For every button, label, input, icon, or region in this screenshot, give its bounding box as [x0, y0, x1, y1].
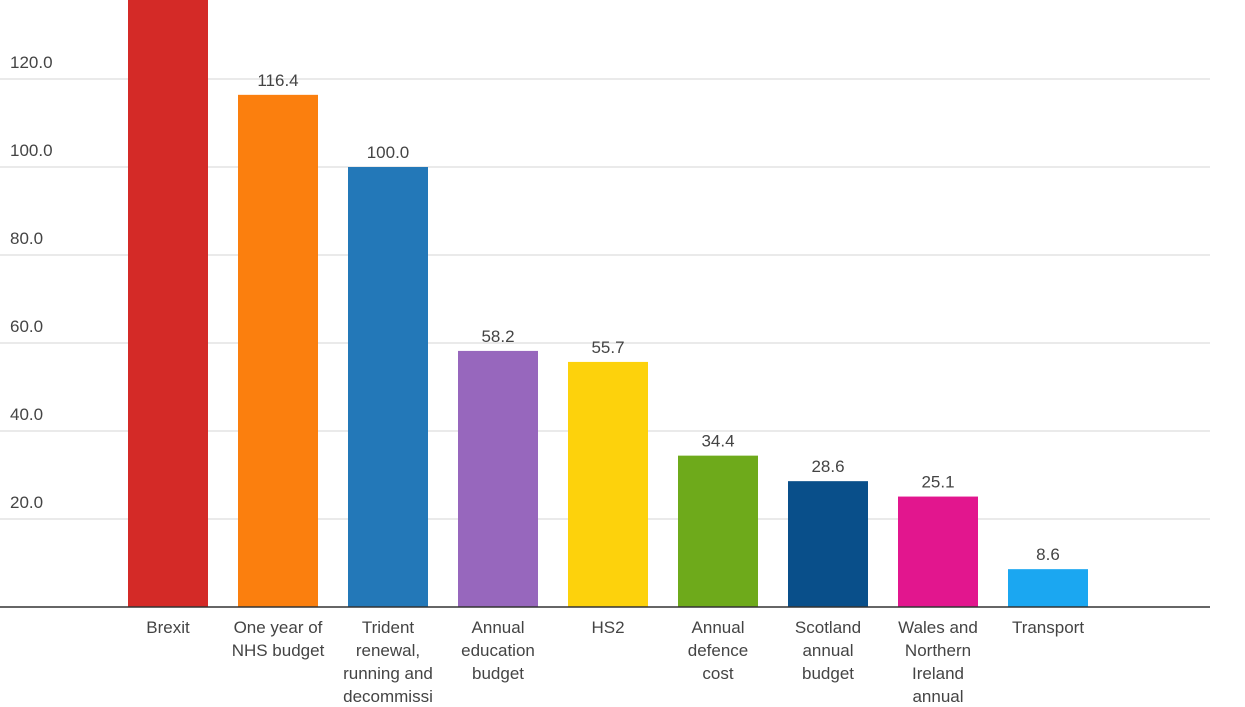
- x-tick-label: NHS budget: [232, 641, 325, 660]
- data-label: 8.6: [1036, 545, 1060, 564]
- x-tick-label: defence: [688, 641, 749, 660]
- y-tick-label: 20.0: [10, 493, 43, 512]
- data-label: 28.6: [811, 457, 844, 476]
- bar: [348, 167, 428, 607]
- x-tick-label: Northern: [905, 641, 971, 660]
- x-tick-label: Brexit: [146, 618, 190, 637]
- y-tick-label: 80.0: [10, 229, 43, 248]
- x-tick-label: Annual: [692, 618, 745, 637]
- data-label: 116.4: [257, 71, 298, 90]
- x-tick-label: Trident: [362, 618, 415, 637]
- bar: [678, 455, 758, 607]
- data-label: 58.2: [481, 327, 514, 346]
- bar: [898, 496, 978, 607]
- y-tick-label: 60.0: [10, 317, 43, 336]
- x-tick-label: Ireland: [912, 664, 964, 683]
- x-tick-label: running and: [343, 664, 433, 683]
- bar: [128, 0, 208, 607]
- y-tick-label: 40.0: [10, 405, 43, 424]
- x-tick-label: Annual: [472, 618, 525, 637]
- x-tick-label: budget: [802, 664, 854, 683]
- x-tick-label: renewal,: [356, 641, 420, 660]
- data-label: 100.0: [367, 143, 410, 162]
- bar: [568, 361, 648, 607]
- bar: [238, 94, 318, 608]
- x-tick-label: One year of: [234, 618, 323, 637]
- x-tick-label: decommissi: [343, 687, 433, 702]
- bar: [788, 481, 868, 607]
- x-tick-label: Wales and: [898, 618, 978, 637]
- x-tick-label: HS2: [591, 618, 624, 637]
- x-tick-label: Transport: [1012, 618, 1084, 637]
- x-tick-label: annual: [912, 687, 963, 702]
- bar: [458, 350, 538, 607]
- data-label: 25.1: [921, 473, 954, 492]
- data-label: 34.4: [701, 432, 734, 451]
- x-tick-label: Scotland: [795, 618, 861, 637]
- x-tick-label: cost: [702, 664, 733, 683]
- data-label: 55.7: [591, 338, 624, 357]
- x-tick-label: education: [461, 641, 535, 660]
- x-tick-label: annual: [802, 641, 853, 660]
- y-tick-label: 100.0: [10, 141, 53, 160]
- x-tick-label: budget: [472, 664, 524, 683]
- bar: [1008, 569, 1088, 607]
- y-tick-label: 120.0: [10, 53, 53, 72]
